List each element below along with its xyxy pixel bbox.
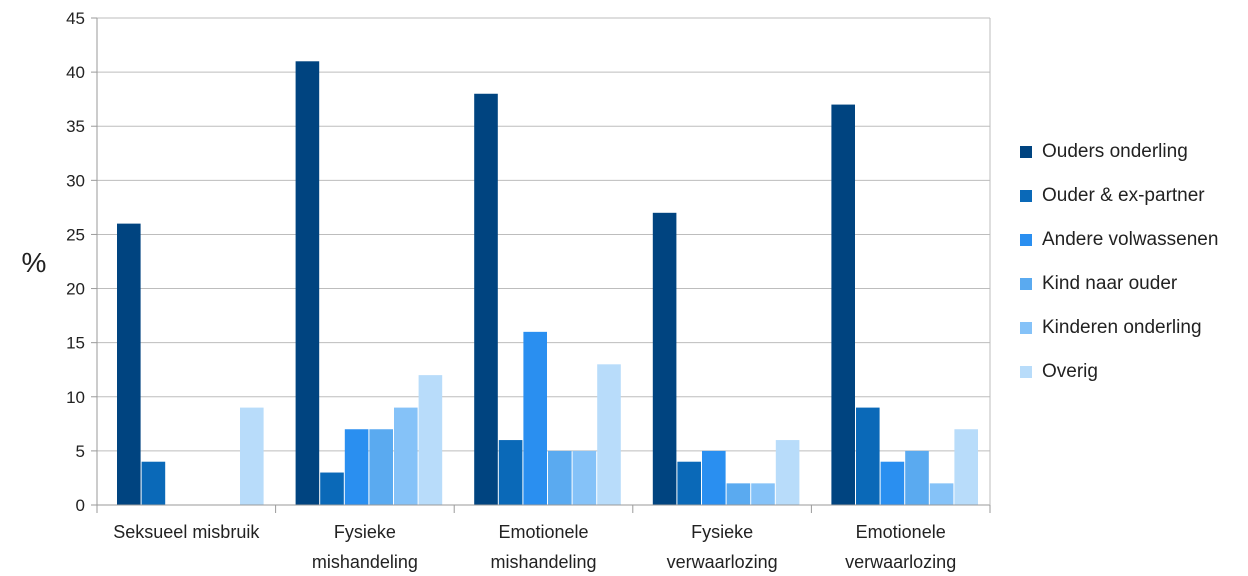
bar — [240, 407, 264, 505]
legend-item: Ouder & ex-partner — [1020, 174, 1218, 218]
y-tick-label: 20 — [66, 280, 85, 299]
bar — [344, 429, 369, 505]
legend-label: Overig — [1042, 361, 1098, 382]
x-tick-label: verwaarlozing — [845, 552, 956, 572]
bar — [418, 375, 443, 505]
bar — [320, 472, 344, 505]
bar — [726, 483, 751, 505]
legend-label: Ouders onderling — [1042, 141, 1188, 162]
bar — [498, 440, 523, 505]
y-axis-label: % — [22, 247, 47, 278]
legend-item: Kind naar ouder — [1020, 262, 1218, 306]
legend-swatch — [1020, 322, 1032, 334]
bar — [474, 93, 498, 505]
bars — [117, 61, 978, 506]
y-tick-label: 15 — [66, 334, 85, 353]
x-tick-label: Emotionele — [498, 522, 588, 542]
legend-swatch — [1020, 146, 1032, 158]
legend-label: Kind naar ouder — [1042, 273, 1178, 294]
bar — [905, 450, 929, 505]
bar — [831, 104, 855, 506]
bar — [856, 407, 880, 505]
bar — [295, 61, 320, 506]
bar — [117, 223, 141, 505]
bar — [954, 429, 978, 505]
legend-swatch — [1020, 234, 1032, 246]
y-axis-ticks: 0 5 10 15 20 25 30 35 40 45 — [66, 9, 97, 515]
y-tick-label: 10 — [66, 388, 85, 407]
bar — [880, 461, 905, 505]
x-tick-label: Emotionele — [856, 522, 946, 542]
bar — [677, 461, 701, 505]
bar — [597, 364, 621, 505]
legend-item: Ouders onderling — [1020, 130, 1218, 174]
bar — [141, 461, 166, 505]
legend-swatch — [1020, 366, 1032, 378]
y-tick-label: 40 — [66, 63, 85, 82]
y-tick-label: 30 — [66, 171, 85, 190]
legend-label: Kinderen onderling — [1042, 317, 1202, 338]
bar — [548, 450, 572, 505]
bar — [523, 331, 547, 505]
y-tick-label: 5 — [76, 442, 85, 461]
bar — [369, 429, 393, 505]
bar — [751, 483, 775, 505]
legend-swatch — [1020, 190, 1032, 202]
y-tick-label: 35 — [66, 117, 85, 136]
legend-label: Andere volwassenen — [1042, 229, 1219, 250]
axes — [96, 18, 991, 506]
x-tick-label: Fysieke — [334, 522, 396, 542]
y-tick-label: 45 — [66, 9, 85, 28]
legend-item: Andere volwassenen — [1020, 218, 1218, 262]
bar — [775, 440, 800, 505]
x-tick-label: mishandeling — [312, 552, 418, 572]
bar — [702, 450, 726, 505]
legend: Ouders onderling Ouder & ex-partner Andere… — [1020, 130, 1218, 394]
x-tick-label: mishandeling — [490, 552, 596, 572]
y-tick-label: 0 — [76, 496, 85, 515]
x-tick-label: Fysieke — [691, 522, 753, 542]
bar — [394, 407, 418, 505]
bar — [572, 450, 597, 505]
legend-swatch — [1020, 278, 1032, 290]
legend-item: Overig — [1020, 350, 1218, 394]
y-tick-label: 25 — [66, 225, 85, 244]
x-axis-ticks: Seksueel misbruik Fysieke mishandeling Emot… — [96, 505, 991, 572]
bar — [929, 483, 954, 505]
x-tick-label: Seksueel misbruik — [113, 522, 260, 542]
legend-label: Ouder & ex-partner — [1042, 185, 1205, 206]
x-tick-label: verwaarlozing — [667, 552, 778, 572]
bar — [652, 212, 677, 506]
legend-item: Kinderen onderling — [1020, 306, 1218, 350]
